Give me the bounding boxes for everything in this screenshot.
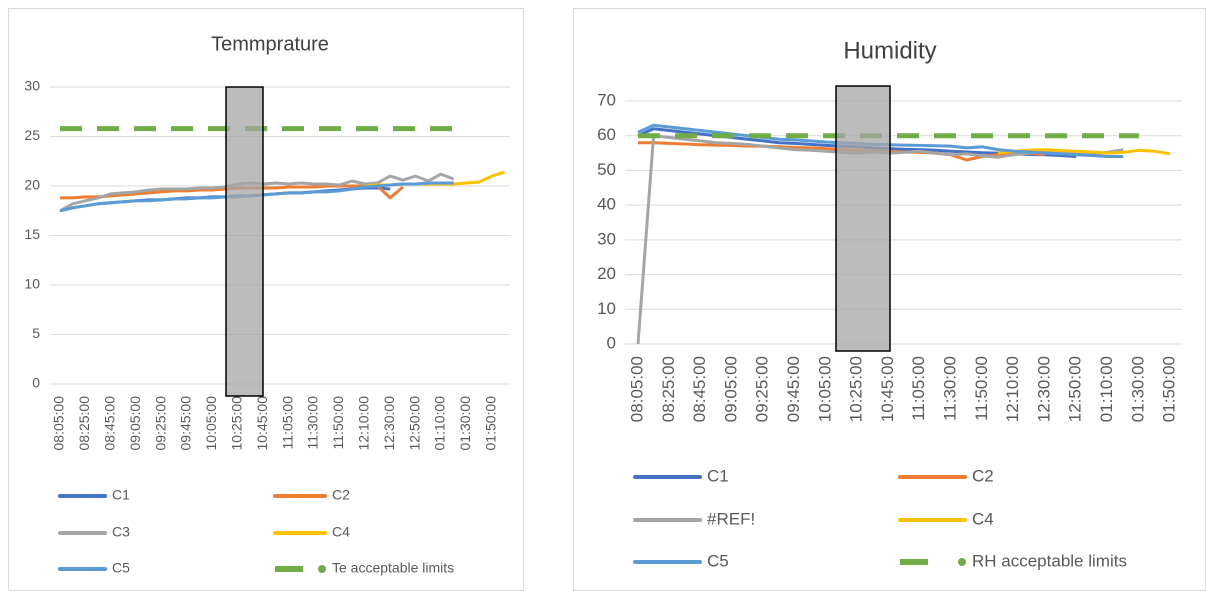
x-tick-label: 09:05:00 (721, 356, 740, 422)
x-tick-label: 08:25:00 (659, 356, 678, 422)
legend-label: C5 (707, 551, 729, 570)
chart-title: Humidity (843, 37, 936, 64)
y-tick-label: 15 (24, 226, 40, 242)
x-tick-label: 11:50:00 (972, 356, 991, 421)
x-tick-label: 10:05:00 (815, 356, 834, 422)
legend-swatch (958, 558, 966, 566)
x-tick-label: 01:30:00 (1128, 356, 1147, 422)
y-tick-label: 60 (597, 125, 616, 144)
y-tick-label: 20 (597, 264, 616, 283)
legend-label: C1 (112, 487, 130, 503)
x-tick-label: 01:10:00 (432, 396, 448, 451)
panel (8, 8, 524, 591)
x-tick-label: 08:45:00 (102, 396, 118, 451)
x-tick-label: 01:10:00 (1097, 356, 1116, 422)
x-tick-label: 08:05:00 (627, 356, 646, 422)
x-tick-label: 10:45:00 (254, 396, 270, 451)
legend-label: C3 (112, 524, 130, 540)
x-tick-label: 11:50:00 (330, 396, 346, 450)
y-tick-label: 70 (597, 90, 616, 109)
x-tick-label: 01:30:00 (457, 396, 473, 451)
x-tick-label: 09:45:00 (178, 396, 194, 451)
x-tick-label: 01:50:00 (483, 396, 499, 451)
x-tick-label: 10:45:00 (878, 356, 897, 422)
x-tick-label: 01:50:00 (1160, 356, 1179, 422)
chart-title: Temmprature (211, 33, 329, 55)
x-tick-label: 08:25:00 (76, 396, 92, 451)
x-tick-label: 12:30:00 (381, 396, 397, 451)
legend-swatch (318, 565, 326, 573)
x-tick-label: 11:05:00 (279, 396, 295, 450)
x-tick-label: 09:25:00 (152, 396, 168, 451)
y-tick-label: 10 (24, 276, 40, 292)
y-tick-label: 40 (597, 195, 616, 214)
y-tick-label: 30 (597, 229, 616, 248)
x-tick-label: 09:25:00 (753, 356, 772, 422)
x-tick-label: 12:10:00 (1003, 356, 1022, 422)
x-tick-label: 09:45:00 (784, 356, 803, 422)
y-tick-label: 30 (24, 78, 40, 94)
legend-label: Te acceptable limits (332, 560, 454, 576)
legend-label: C5 (112, 560, 130, 576)
legend-label: C4 (332, 524, 350, 540)
x-tick-label: 12:50:00 (1066, 356, 1085, 422)
legend-label: RH acceptable limits (972, 551, 1127, 570)
legend-label: C2 (972, 466, 994, 485)
x-tick-label: 12:30:00 (1034, 356, 1053, 422)
y-tick-label: 50 (597, 160, 616, 179)
x-tick-label: 12:50:00 (406, 396, 422, 451)
y-tick-label: 0 (607, 333, 616, 352)
y-tick-label: 5 (32, 325, 40, 341)
x-tick-label: 10:25:00 (229, 396, 245, 451)
legend-label: C4 (972, 509, 994, 528)
x-tick-label: 10:25:00 (847, 356, 866, 422)
highlight-box (225, 86, 264, 397)
x-tick-label: 10:05:00 (203, 396, 219, 451)
x-tick-label: 08:45:00 (690, 356, 709, 422)
y-tick-label: 20 (24, 177, 40, 193)
y-tick-label: 0 (32, 375, 40, 391)
y-tick-label: 25 (24, 127, 40, 143)
x-tick-label: 11:30:00 (940, 356, 959, 421)
legend-label: C2 (332, 487, 350, 503)
x-tick-label: 08:05:00 (51, 396, 67, 451)
x-tick-label: 09:05:00 (127, 396, 143, 451)
y-tick-label: 10 (597, 299, 616, 318)
highlight-box (835, 85, 891, 352)
x-tick-label: 11:05:00 (909, 356, 928, 421)
legend-label: #REF! (707, 509, 755, 528)
legend-label: C1 (707, 466, 729, 485)
x-tick-label: 12:10:00 (356, 396, 372, 451)
x-tick-label: 11:30:00 (305, 396, 321, 450)
